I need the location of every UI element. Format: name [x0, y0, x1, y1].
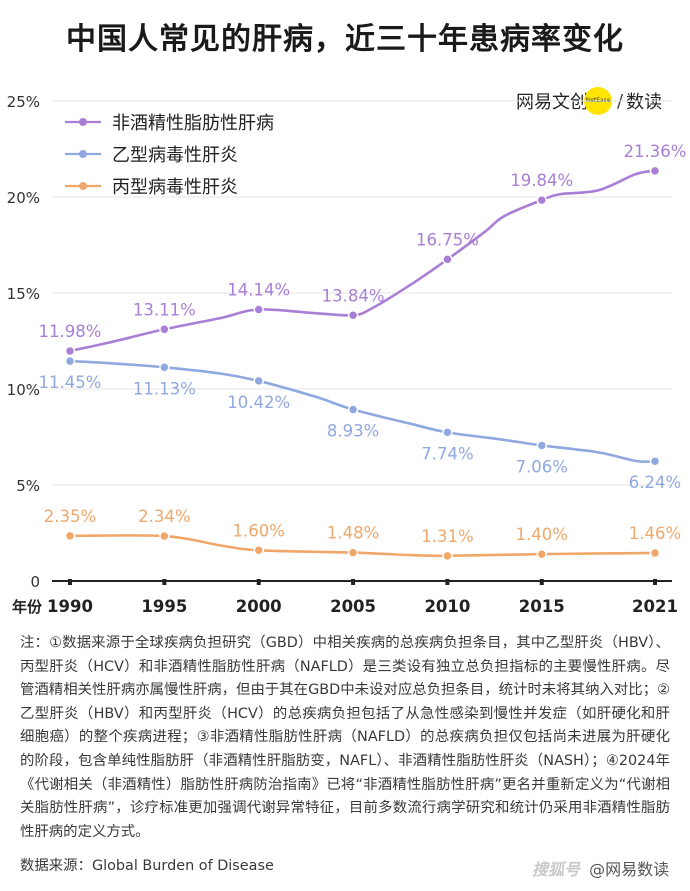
legend-item-hbv: 乙型病毒性肝炎 [64, 138, 274, 170]
y-tick-label: 5% [16, 477, 40, 495]
x-tick-label: 2010 [424, 597, 470, 616]
data-label-nafld: 13.11% [133, 300, 196, 319]
legend-label-nafld: 非酒精性脂肪性肝病 [112, 113, 274, 134]
watermark: 搜狐号 @网易数读 [532, 856, 669, 880]
legend-swatch-nafld [65, 118, 101, 126]
data-label-nafld: 14.14% [227, 281, 290, 300]
x-tick-label: 2005 [330, 597, 376, 616]
brand-left: 网易文创 [516, 92, 588, 113]
series-line-nafld [68, 169, 657, 353]
footnotes: 注：①数据来源于全球疾病负担研究（GBD）中相关疾病的总疾病负担条目，其中乙型肝… [20, 635, 670, 840]
y-tick-label: 15% [7, 285, 40, 303]
data-label-hcv: 1.31% [421, 527, 473, 546]
y-tick-label: 25% [7, 93, 40, 111]
data-label-hbv: 10.42% [227, 393, 290, 412]
legend-item-hcv: 丙型病毒性肝炎 [64, 170, 274, 202]
sohu-logo-icon: 搜狐号 [532, 860, 581, 879]
data-point-hbv [253, 375, 264, 387]
line-chart: 0 5% 10% 15% 20% 25% 1990 1995 2000 2005 2010 2015 2… [7, 93, 687, 616]
data-point-hbv [159, 362, 170, 373]
y-tick-label: 10% [7, 381, 40, 399]
legend-label-hbv: 乙型病毒性肝炎 [112, 145, 238, 166]
data-point-hcv [253, 545, 264, 556]
data-label-hcv: 2.35% [44, 507, 96, 526]
data-point-hcv [347, 547, 359, 558]
data-label-hbv: 6.24% [629, 473, 681, 492]
data-point-hcv [442, 550, 453, 562]
data-point-nafld [347, 310, 359, 321]
x-tick-mark [445, 579, 450, 585]
x-tick-label: 1995 [141, 597, 187, 616]
data-label-hcv: 1.48% [327, 524, 379, 543]
x-tick-label: 2000 [236, 597, 282, 616]
x-tick-mark [162, 579, 167, 585]
data-label-nafld: 19.84% [510, 171, 573, 190]
data-label-nafld: 13.84% [322, 286, 385, 305]
data-point-hcv [536, 548, 548, 560]
data-label-hcv: 1.40% [516, 525, 568, 544]
data-point-hbv [442, 427, 453, 438]
y-tick-label: 20% [7, 189, 40, 207]
x-tick-mark [256, 579, 261, 585]
data-label-hbv: 11.13% [133, 379, 196, 398]
data-label-hbv: 11.45% [39, 373, 102, 392]
x-tick-mark [351, 579, 356, 585]
legend-label-hcv: 丙型病毒性肝炎 [112, 177, 238, 198]
data-label-hbv: 7.06% [516, 457, 568, 476]
legend-item-nafld: 非酒精性脂肪性肝病 [64, 106, 274, 138]
x-tick-mark [539, 579, 544, 585]
data-point-nafld [442, 254, 453, 265]
data-point-nafld [159, 324, 170, 335]
y-tick-label: 0 [30, 573, 40, 591]
data-label-hcv: 1.46% [629, 524, 681, 543]
data-label-hbv: 8.93% [327, 422, 379, 441]
data-label-hbv: 7.74% [421, 444, 473, 463]
data-point-hcv [64, 530, 76, 542]
data-label-nafld: 16.75% [416, 230, 479, 249]
x-tick-mark [68, 579, 72, 585]
series-line-hbv [68, 359, 657, 463]
data-point-hbv [64, 355, 76, 367]
data-point-nafld [253, 304, 264, 315]
data-point-hbv [347, 404, 359, 415]
x-tick-mark [653, 579, 657, 585]
data-point-nafld [536, 194, 548, 206]
data-label-nafld: 21.36% [624, 142, 687, 161]
legend-swatch-hbv [65, 150, 101, 158]
brand-right: 数读 [626, 92, 663, 113]
chart-legend: 非酒精性脂肪性肝病 乙型病毒性肝炎 丙型病毒性肝炎 [64, 106, 274, 202]
watermark-text: @网易数读 [589, 860, 670, 879]
data-point-nafld [649, 165, 661, 177]
data-point-hbv [649, 455, 661, 467]
x-tick-label: 2021 [632, 597, 678, 616]
x-tick-label: 1990 [47, 597, 93, 616]
chart-title: 中国人常见的肝病，近三十年患病率变化 [66, 22, 624, 57]
data-point-nafld [64, 345, 76, 357]
data-point-hbv [536, 440, 548, 451]
data-label-hcv: 2.34% [138, 507, 190, 526]
x-axis-label: 年份 [12, 598, 43, 616]
data-point-hcv [159, 530, 170, 542]
data-label-hcv: 1.60% [232, 521, 284, 540]
legend-swatch-hcv [65, 182, 101, 190]
data-point-hcv [649, 547, 661, 559]
x-tick-label: 2015 [519, 597, 565, 616]
data-source: 数据来源：Global Burden of Disease [20, 858, 274, 874]
data-label-nafld: 11.98% [39, 322, 102, 341]
